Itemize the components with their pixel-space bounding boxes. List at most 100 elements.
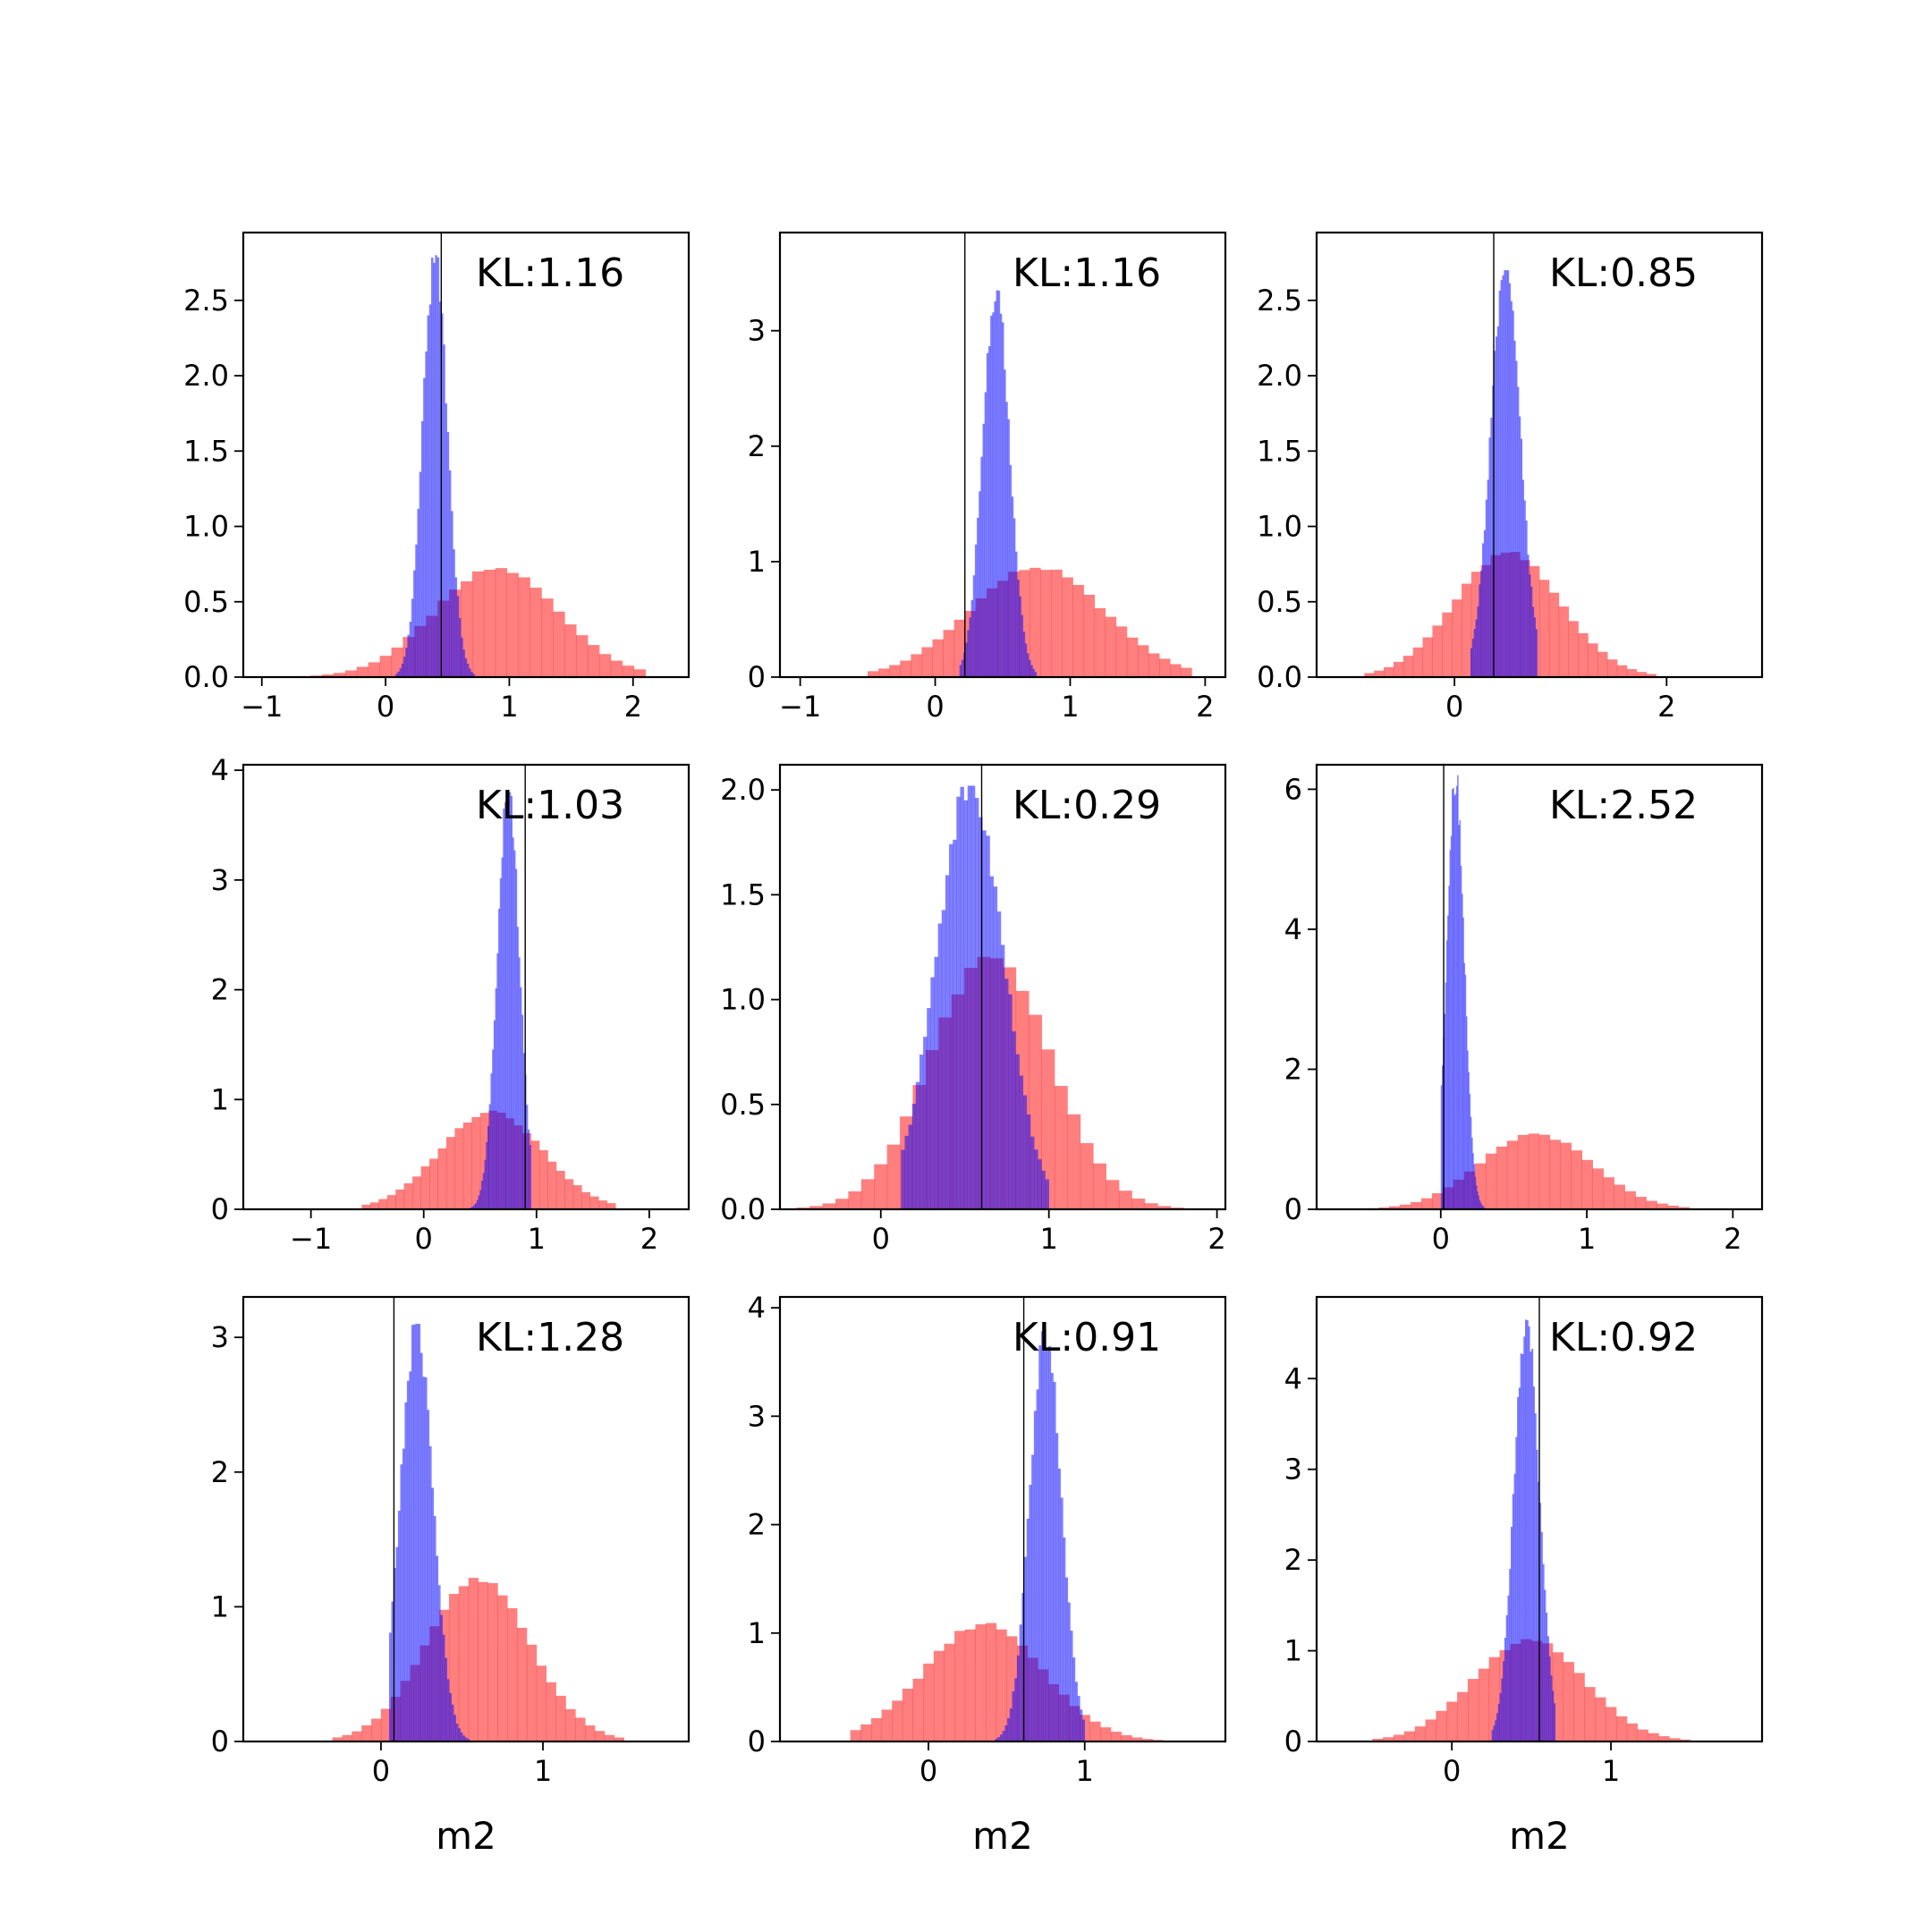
axes-frame xyxy=(778,763,1227,1211)
posterior-bar xyxy=(990,315,993,677)
posterior-bar xyxy=(1539,1503,1542,1741)
posterior-bar xyxy=(959,665,962,677)
posterior-bar xyxy=(1530,1351,1532,1741)
posterior-bar xyxy=(1026,653,1030,677)
prior-bar xyxy=(1403,1731,1416,1741)
posterior-bar xyxy=(1067,1602,1071,1741)
posterior-bar xyxy=(427,315,430,677)
posterior-bar xyxy=(529,1145,531,1209)
posterior-bar xyxy=(996,911,1002,1209)
posterior-bar xyxy=(1496,1713,1499,1741)
posterior-bar xyxy=(417,508,420,677)
posterior-bar xyxy=(1453,795,1455,1209)
prior-bar xyxy=(1080,1143,1094,1209)
posterior-bar xyxy=(1471,1137,1473,1209)
posterior-bar xyxy=(1475,619,1478,677)
plot-area xyxy=(361,792,616,1209)
posterior-bar xyxy=(1507,270,1510,677)
prior-bar xyxy=(361,1204,371,1209)
prior-bar xyxy=(565,1708,576,1741)
x-tick-label: 0 xyxy=(415,1222,433,1256)
posterior-bar xyxy=(1055,1433,1059,1741)
posterior-bar xyxy=(1526,1319,1529,1741)
prior-bar xyxy=(445,1137,455,1209)
posterior-bar xyxy=(1038,1345,1042,1741)
posterior-bar xyxy=(449,1693,452,1741)
posterior-bar xyxy=(1491,1730,1494,1741)
posterior-bar xyxy=(1455,785,1458,1209)
posterior-bar xyxy=(1492,385,1495,677)
posterior-bar xyxy=(413,570,416,677)
prior-bar xyxy=(923,1663,935,1741)
y-tick-label: 3 xyxy=(211,863,229,897)
posterior-bar xyxy=(1478,1195,1479,1209)
plot-area xyxy=(310,255,646,677)
prior-bar xyxy=(996,1629,1007,1741)
posterior-bar xyxy=(415,544,418,677)
posterior-bar xyxy=(1532,1386,1535,1741)
prior-bar xyxy=(1062,577,1073,677)
posterior-bar xyxy=(419,1352,423,1741)
prior-bar xyxy=(1105,616,1117,677)
posterior-bar xyxy=(904,1135,909,1209)
posterior-bar xyxy=(469,668,471,677)
prior-bar xyxy=(1089,1721,1101,1741)
prior-bar xyxy=(1558,606,1570,677)
posterior-bar xyxy=(1472,1153,1474,1209)
posterior-bar xyxy=(1552,1690,1555,1741)
prior-bar xyxy=(1648,1733,1659,1741)
prior-bar xyxy=(1538,1134,1551,1209)
posterior-bar xyxy=(1074,1682,1078,1741)
prior-bar xyxy=(585,1725,596,1741)
posterior-bar xyxy=(422,1377,426,1741)
prior-bar xyxy=(1581,1159,1593,1209)
posterior-bar xyxy=(986,352,989,677)
subplot-2: −1 0 1 2 0 1 2 3 KL:1.16 xyxy=(748,231,1227,724)
posterior-bar xyxy=(961,659,964,677)
subplot-7: 0 1 0 1 2 3 KL:1.28 m2 xyxy=(211,1295,691,1858)
posterior-bar xyxy=(451,511,453,677)
posterior-bar xyxy=(453,549,455,677)
axes-frame xyxy=(242,763,691,1211)
posterior-bar xyxy=(1529,574,1531,677)
posterior-bar xyxy=(1060,1497,1063,1741)
posterior-bar xyxy=(1525,520,1528,677)
prior-bar xyxy=(342,1734,352,1741)
posterior-bar xyxy=(482,1173,485,1209)
y-tick-label: 0 xyxy=(748,1724,766,1758)
posterior-bar xyxy=(1534,1413,1537,1741)
prior-bar xyxy=(1548,592,1560,677)
posterior-bar xyxy=(1471,639,1474,677)
posterior-bar xyxy=(1024,1556,1028,1741)
prior-bar xyxy=(860,1724,872,1741)
prior-bar xyxy=(1636,672,1647,677)
posterior-bar xyxy=(1016,1655,1020,1741)
prior-bar xyxy=(1573,1673,1585,1741)
kl-annotation: KL:1.16 xyxy=(476,250,624,296)
axes-frame xyxy=(1315,1295,1764,1743)
posterior-bar xyxy=(1520,438,1523,677)
posterior-bar xyxy=(1007,419,1010,677)
y-tick-label: 4 xyxy=(748,1291,766,1325)
posterior-bar xyxy=(1460,866,1462,1209)
kl-annotation: KL:0.92 xyxy=(1549,1315,1698,1360)
posterior-bar xyxy=(1505,270,1508,677)
posterior-bar xyxy=(923,1037,928,1209)
posterior-bar xyxy=(1535,629,1538,677)
posterior-bar xyxy=(453,1715,456,1741)
posterior-bar xyxy=(1508,283,1512,677)
kl-annotation: KL:1.16 xyxy=(1013,250,1161,296)
posterior-bar xyxy=(1465,1016,1468,1209)
posterior-bar xyxy=(1530,586,1533,677)
prior-bar xyxy=(1560,1142,1572,1209)
posterior-bar xyxy=(493,1020,496,1209)
prior-bar xyxy=(530,1140,540,1209)
prior-bar xyxy=(1646,674,1657,677)
posterior-bar xyxy=(470,672,473,677)
prior-bar xyxy=(369,1202,379,1209)
prior-bar xyxy=(530,588,542,677)
prior-bar xyxy=(454,1128,464,1209)
prior-bar xyxy=(1517,1134,1530,1209)
posterior-bar xyxy=(1032,668,1035,677)
posterior-bar xyxy=(428,304,432,677)
